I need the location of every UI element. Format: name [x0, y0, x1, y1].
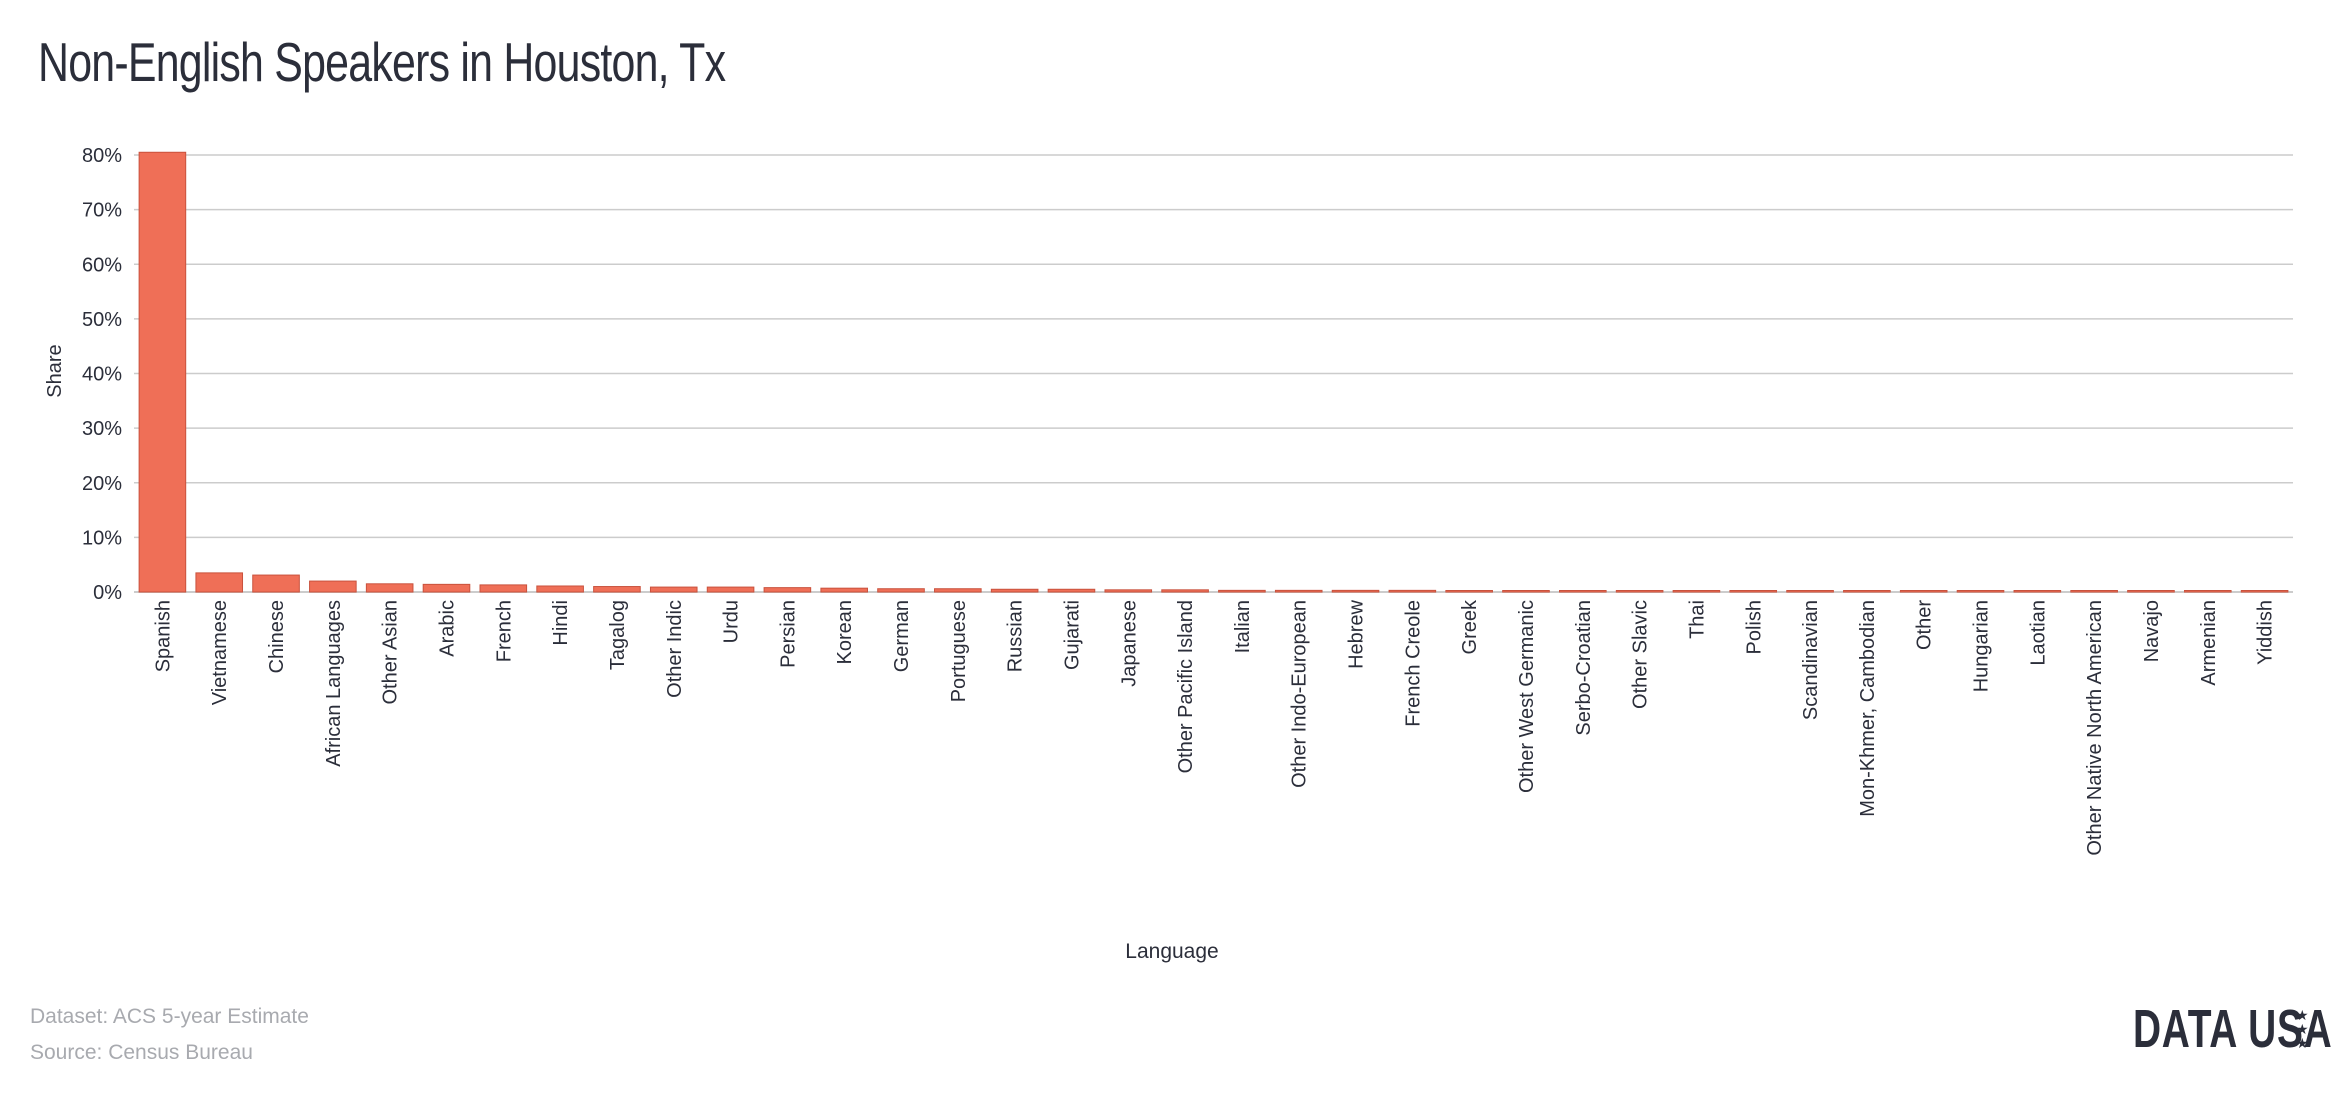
y-tick-label: 30% [82, 418, 122, 440]
x-tick-label: Other Asian [380, 600, 402, 705]
x-tick-label: Gujarati [1061, 600, 1083, 670]
bar-urdu[interactable] [706, 586, 755, 593]
x-tick-label: Italian [1232, 600, 1254, 653]
x-tick-label: French [493, 600, 515, 662]
x-tick-label: Polish [1743, 600, 1765, 654]
bar-other[interactable] [1899, 590, 1948, 593]
x-tick-label: Other Slavic [1630, 600, 1652, 709]
bar-russian[interactable] [990, 588, 1039, 593]
x-tick-label: Other Native North American [2084, 600, 2106, 856]
bar-yiddish[interactable] [2240, 590, 2289, 593]
x-tick-label: Scandinavian [1800, 600, 1822, 720]
x-tick-label: Russian [1005, 600, 1027, 672]
bar-vietnamese[interactable] [195, 572, 244, 593]
x-tick-label: Spanish [152, 600, 174, 672]
stars-icon: ★ ★ ★ [2296, 1007, 2309, 1051]
x-tick-label: Mon-Khmer, Cambodian [1857, 600, 1879, 817]
bar-hebrew[interactable] [1331, 589, 1380, 593]
bar-other-pacific-island[interactable] [1161, 589, 1209, 593]
x-tick-label: Hindi [550, 600, 572, 646]
y-tick-label: 50% [82, 309, 122, 331]
bar-hungarian[interactable] [1956, 590, 2005, 593]
bar-german[interactable] [877, 588, 925, 593]
x-tick-label: Armenian [2198, 600, 2220, 686]
bar-spanish[interactable] [138, 151, 187, 593]
bar-serbo-croatian[interactable] [1559, 590, 1607, 593]
chart-title: Non-English Speakers in Houston, Tx [38, 31, 726, 93]
y-tick-label: 70% [82, 200, 122, 222]
x-tick-label: Urdu [721, 600, 743, 643]
x-tick-label: Chinese [266, 600, 288, 673]
bar-french[interactable] [479, 584, 528, 593]
x-tick-label: Japanese [1118, 600, 1140, 687]
bar-other-asian[interactable] [365, 583, 414, 593]
x-tick-label: Navajo [2141, 600, 2163, 662]
x-axis-ticks: Spanish Vietnamese Chinese African Language… [152, 599, 2276, 856]
x-tick-label: Vietnamese [209, 600, 231, 705]
x-tick-label: African Languages [323, 600, 345, 767]
bar-armenian[interactable] [2183, 590, 2232, 593]
bar-korean[interactable] [820, 587, 868, 593]
bar-japanese[interactable] [1104, 589, 1153, 593]
bar-scandinavian[interactable] [1786, 590, 1834, 593]
x-tick-label: Other Indo-European [1289, 600, 1311, 788]
bar-other-indic[interactable] [649, 586, 698, 593]
bar-chinese[interactable] [252, 574, 300, 593]
bar-persian[interactable] [763, 587, 812, 593]
bar-gujarati[interactable] [1047, 588, 1096, 593]
bar-mon-khmer-cambodian[interactable] [1843, 590, 1891, 593]
bar-other-west-germanic[interactable] [1502, 590, 1550, 593]
y-tick-label: 10% [82, 527, 122, 549]
x-tick-label: Laotian [2027, 600, 2049, 666]
x-tick-label: Yiddish [2255, 600, 2277, 665]
dataset-label: Dataset: ACS 5-year Estimate [30, 1005, 309, 1028]
x-tick-label: Korean [834, 600, 856, 665]
y-tick-label: 60% [82, 254, 122, 276]
x-tick-label: Other Pacific Island [1175, 600, 1197, 773]
bar-tagalog[interactable] [593, 586, 641, 593]
x-tick-label: Other [1914, 600, 1936, 650]
source-label: Source: Census Bureau [30, 1041, 253, 1064]
bars [138, 151, 2289, 593]
x-tick-label: Thai [1686, 600, 1708, 639]
bar-thai[interactable] [1672, 590, 1721, 593]
y-axis-label: Share [44, 344, 66, 397]
x-tick-label: Persian [777, 600, 799, 668]
x-tick-label: Other Indic [664, 600, 686, 698]
x-tick-label: Portuguese [948, 600, 970, 702]
bar-hindi[interactable] [536, 585, 584, 593]
x-tick-label: Hebrew [1346, 599, 1368, 668]
bar-portuguese[interactable] [934, 588, 982, 593]
x-tick-label: Hungarian [1971, 600, 1993, 692]
x-tick-label: Tagalog [607, 600, 629, 670]
x-tick-label: Arabic [436, 600, 458, 657]
bar-other-indo-european[interactable] [1274, 589, 1323, 593]
x-tick-label: Greek [1459, 599, 1481, 654]
bar-polish[interactable] [1729, 590, 1778, 593]
y-tick-label: 80% [82, 145, 122, 167]
x-tick-label: Other West Germanic [1516, 600, 1538, 793]
bar-other-slavic[interactable] [1615, 590, 1664, 593]
data-usa-logo[interactable]: DATA USA [2133, 999, 2333, 1059]
x-tick-label: French Creole [1402, 600, 1424, 727]
grid-lines [134, 154, 2293, 593]
x-axis-label: Language [1125, 940, 1218, 963]
x-tick-label: German [891, 600, 913, 672]
bar-chart: 0% 10% 20% 30% 40% 50% 60% 70% 80% Spanish Vietna… [44, 145, 2293, 963]
y-tick-label: 20% [82, 473, 122, 495]
bar-greek[interactable] [1445, 590, 1493, 593]
y-axis-ticks: 0% 10% 20% 30% 40% 50% 60% 70% 80% [82, 145, 122, 604]
bar-french-creole[interactable] [1388, 589, 1437, 593]
bar-arabic[interactable] [422, 583, 471, 593]
y-tick-label: 40% [82, 364, 122, 386]
x-tick-label: Serbo-Croatian [1573, 600, 1595, 736]
bar-laotian[interactable] [2013, 590, 2062, 593]
bar-navajo[interactable] [2127, 590, 2175, 593]
y-tick-label: 0% [93, 582, 122, 604]
bar-african-languages[interactable] [309, 580, 357, 593]
bar-italian[interactable] [1218, 589, 1266, 593]
bar-other-native-north-american[interactable] [2070, 590, 2118, 593]
